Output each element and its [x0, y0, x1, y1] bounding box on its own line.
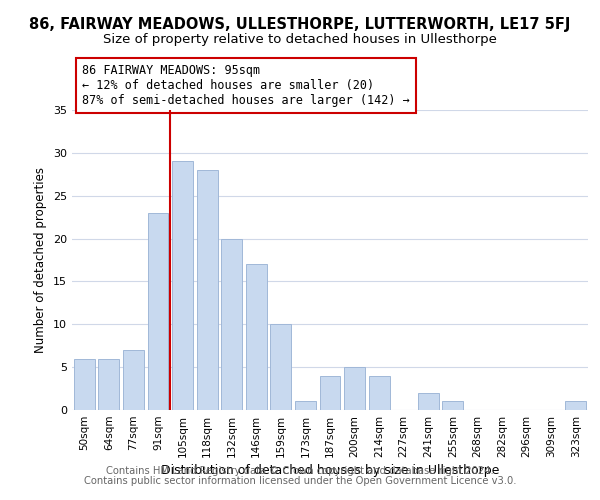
Y-axis label: Number of detached properties: Number of detached properties — [34, 167, 47, 353]
Bar — [197, 170, 218, 410]
Bar — [98, 358, 119, 410]
Bar — [565, 402, 586, 410]
Text: 86, FAIRWAY MEADOWS, ULLESTHORPE, LUTTERWORTH, LE17 5FJ: 86, FAIRWAY MEADOWS, ULLESTHORPE, LUTTER… — [29, 18, 571, 32]
Bar — [148, 213, 169, 410]
Bar — [123, 350, 144, 410]
X-axis label: Distribution of detached houses by size in Ullesthorpe: Distribution of detached houses by size … — [161, 464, 499, 477]
Bar — [320, 376, 340, 410]
Bar — [418, 393, 439, 410]
Text: 86 FAIRWAY MEADOWS: 95sqm
← 12% of detached houses are smaller (20)
87% of semi-: 86 FAIRWAY MEADOWS: 95sqm ← 12% of detac… — [82, 64, 410, 107]
Bar — [74, 358, 95, 410]
Bar — [368, 376, 389, 410]
Bar — [344, 367, 365, 410]
Bar — [271, 324, 292, 410]
Bar — [246, 264, 267, 410]
Bar — [172, 162, 193, 410]
Bar — [221, 238, 242, 410]
Bar — [442, 402, 463, 410]
Text: Size of property relative to detached houses in Ullesthorpe: Size of property relative to detached ho… — [103, 32, 497, 46]
Text: Contains public sector information licensed under the Open Government Licence v3: Contains public sector information licen… — [84, 476, 516, 486]
Text: Contains HM Land Registry data © Crown copyright and database right 2024.: Contains HM Land Registry data © Crown c… — [106, 466, 494, 476]
Bar — [295, 402, 316, 410]
